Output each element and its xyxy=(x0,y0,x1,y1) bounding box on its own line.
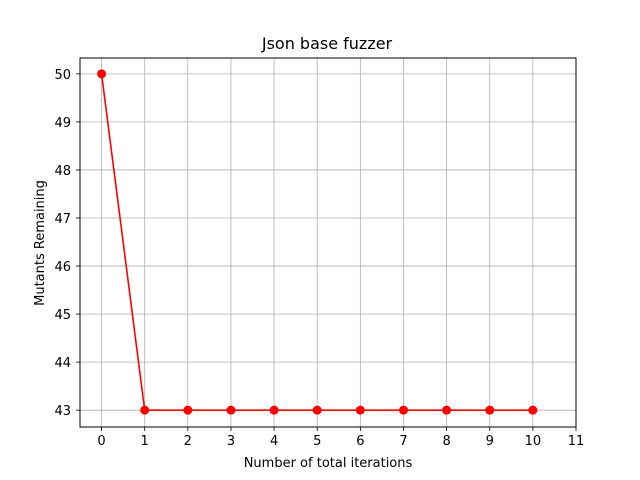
y-tick-label: 49 xyxy=(54,116,71,131)
x-tick-label: 9 xyxy=(486,434,494,449)
data-point xyxy=(226,406,235,415)
y-tick-label: 44 xyxy=(54,356,71,371)
y-axis-label: Mutants Remaining xyxy=(33,180,48,306)
y-tick-label: 46 xyxy=(54,260,71,275)
y-tick-label: 48 xyxy=(54,164,71,179)
x-tick-label: 7 xyxy=(399,434,407,449)
x-tick-label: 2 xyxy=(184,434,192,449)
x-tick-label: 5 xyxy=(313,434,321,449)
x-tick-label: 3 xyxy=(227,434,235,449)
data-point xyxy=(270,406,279,415)
x-tick-label: 11 xyxy=(568,434,585,449)
y-tick-label: 50 xyxy=(54,68,71,83)
data-point xyxy=(183,406,192,415)
x-tick-label: 4 xyxy=(270,434,278,449)
y-tick-label: 45 xyxy=(54,308,71,323)
data-point xyxy=(356,406,365,415)
data-point xyxy=(485,406,494,415)
x-tick-label: 0 xyxy=(97,434,105,449)
data-point xyxy=(313,406,322,415)
y-tick-label: 47 xyxy=(54,212,71,227)
x-axis-label: Number of total iterations xyxy=(244,456,413,471)
x-tick-label: 8 xyxy=(442,434,450,449)
x-tick-label: 10 xyxy=(525,434,542,449)
data-point xyxy=(528,406,537,415)
data-point xyxy=(399,406,408,415)
x-tick-label: 6 xyxy=(356,434,364,449)
chart-title: Json base fuzzer xyxy=(261,34,393,53)
x-tick-label: 1 xyxy=(141,434,149,449)
data-point xyxy=(97,69,106,78)
y-tick-label: 43 xyxy=(54,404,71,419)
data-point xyxy=(442,406,451,415)
data-point xyxy=(140,406,149,415)
